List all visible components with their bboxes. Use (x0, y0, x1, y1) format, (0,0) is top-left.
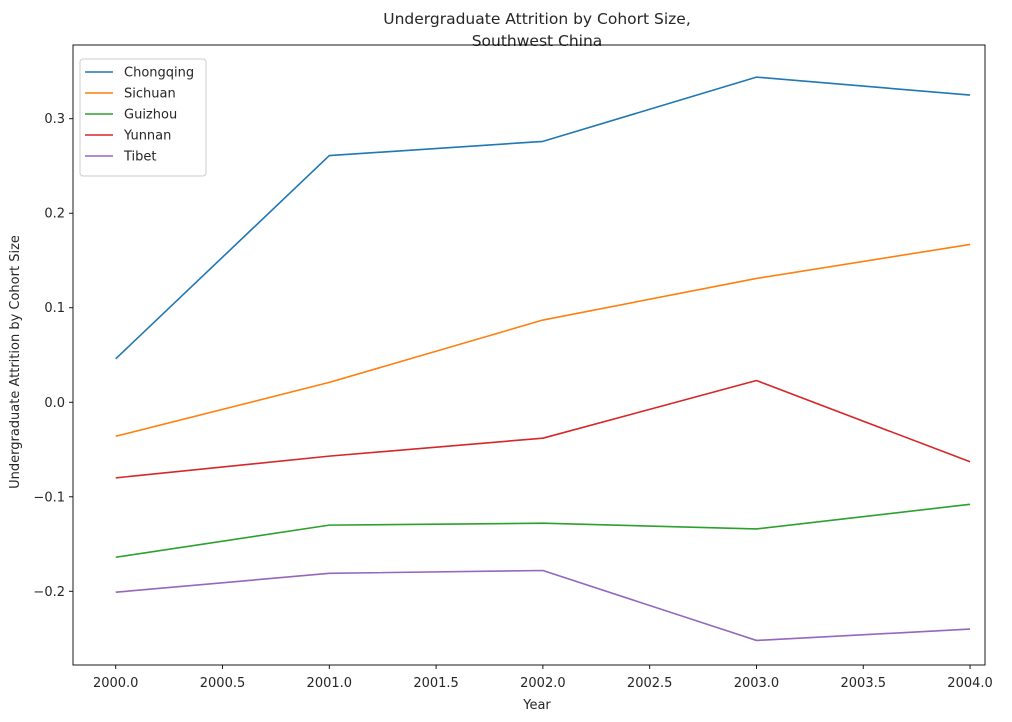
legend: Chongqing Sichuan Guizhou Yunnan Tibet (79, 58, 207, 177)
legend-box (79, 58, 207, 177)
series-line-guizhou (115, 503, 971, 559)
y-tick-label: −0.1 (33, 490, 65, 505)
x-axis-title: Year (522, 698, 551, 713)
legend-label-tibet: Tibet (123, 150, 157, 165)
legend-label-chongqing: Chongqing (124, 66, 194, 81)
plot-area: 2000.0 2000.5 2001.0 2001.5 2002.0 2002.5 2003… (33, 44, 993, 691)
y-tick-label: 0.3 (44, 112, 65, 127)
y-tick-label: −0.2 (33, 585, 65, 600)
y-tick-label: 0.2 (44, 207, 65, 222)
x-tick-label: 2002.5 (627, 676, 673, 691)
x-tick-label: 2003.0 (734, 676, 780, 691)
chart-title-line-1: Undergraduate Attrition by Cohort Size, (383, 10, 691, 28)
series-line-chongqing (115, 76, 971, 360)
legend-label-yunnan: Yunnan (123, 129, 171, 144)
x-tick-label: 2001.0 (307, 676, 353, 691)
x-tick-label: 2004.0 (947, 676, 993, 691)
x-tick-label: 2000.5 (200, 676, 246, 691)
y-tick-label: 0.0 (44, 396, 65, 411)
series-line-sichuan (115, 243, 971, 438)
x-tick-label: 2000.0 (93, 676, 139, 691)
legend-label-sichuan: Sichuan (124, 87, 176, 102)
x-tick-label: 2002.0 (520, 676, 566, 691)
x-tick-label: 2001.5 (413, 676, 459, 691)
chart-title-line-2: Southwest China (472, 32, 603, 50)
y-axis-title: Undergraduate Attrition by Cohort Size (8, 235, 23, 489)
series-line-tibet (115, 569, 971, 642)
plot-frame (72, 44, 986, 666)
series-line-yunnan (115, 379, 971, 479)
x-tick-label: 2003.5 (841, 676, 887, 691)
y-tick-label: 0.1 (44, 301, 65, 316)
legend-label-guizhou: Guizhou (124, 108, 177, 123)
